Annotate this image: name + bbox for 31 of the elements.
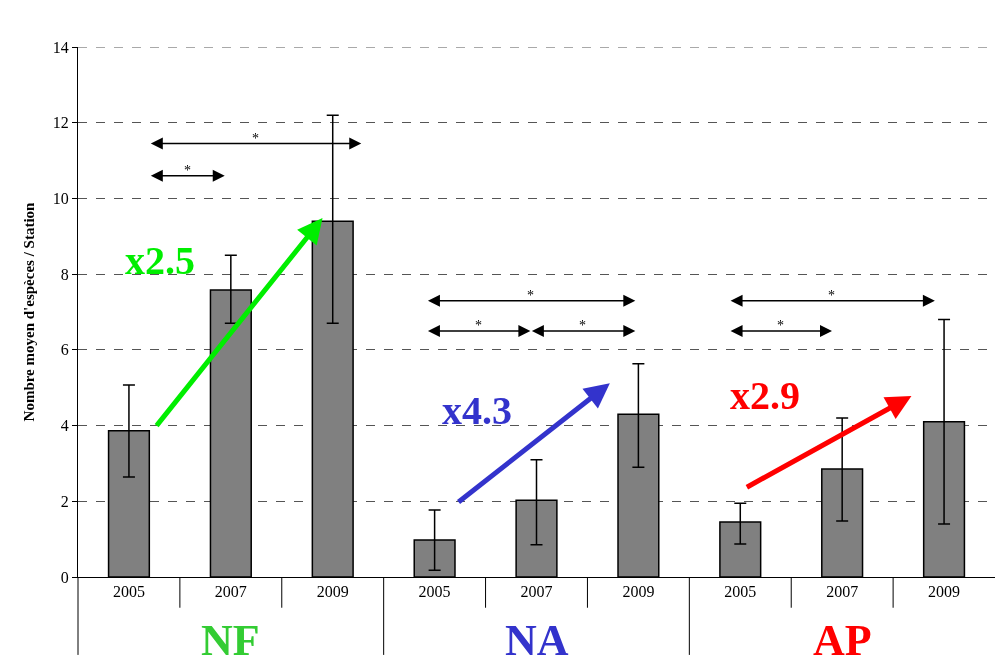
annotation: x4.3 bbox=[442, 388, 512, 433]
y-tick-label: 0 bbox=[60, 568, 69, 586]
y-tick-label: 14 bbox=[52, 38, 69, 56]
y-axis-title: Nombre moyen d'espèces / Station bbox=[21, 201, 38, 422]
x-tick-label: 2009 bbox=[928, 583, 961, 601]
text: NF bbox=[201, 616, 260, 665]
annotation: * bbox=[184, 163, 191, 178]
text: NA bbox=[505, 616, 569, 665]
annotation: * bbox=[252, 131, 259, 146]
y-tick-label: 8 bbox=[60, 265, 69, 283]
x-tick-label: 2007 bbox=[826, 583, 859, 601]
x-tick-label: 2005 bbox=[724, 583, 757, 601]
annotation: x2.9 bbox=[730, 373, 800, 418]
annotation: x2.5 bbox=[125, 238, 195, 283]
x-tick-label: 2009 bbox=[316, 583, 349, 601]
x-tick-label: 2005 bbox=[112, 583, 145, 601]
y-tick-label: 12 bbox=[52, 114, 69, 132]
annotation: * bbox=[828, 288, 835, 303]
x-tick-label: 2005 bbox=[418, 583, 451, 601]
text: AP bbox=[813, 616, 872, 665]
annotation: * bbox=[475, 318, 482, 333]
y-tick-label: 6 bbox=[60, 341, 69, 359]
annotation: * bbox=[579, 318, 586, 333]
annotation: * bbox=[777, 318, 784, 333]
y-tick-label: 10 bbox=[52, 190, 69, 208]
y-tick-label: 4 bbox=[60, 417, 69, 435]
annotation: * bbox=[527, 288, 534, 303]
x-tick-label: 2009 bbox=[622, 583, 655, 601]
x-tick-label: 2007 bbox=[214, 583, 247, 601]
x-tick-label: 2007 bbox=[520, 583, 553, 601]
y-tick-label: 2 bbox=[60, 492, 69, 510]
